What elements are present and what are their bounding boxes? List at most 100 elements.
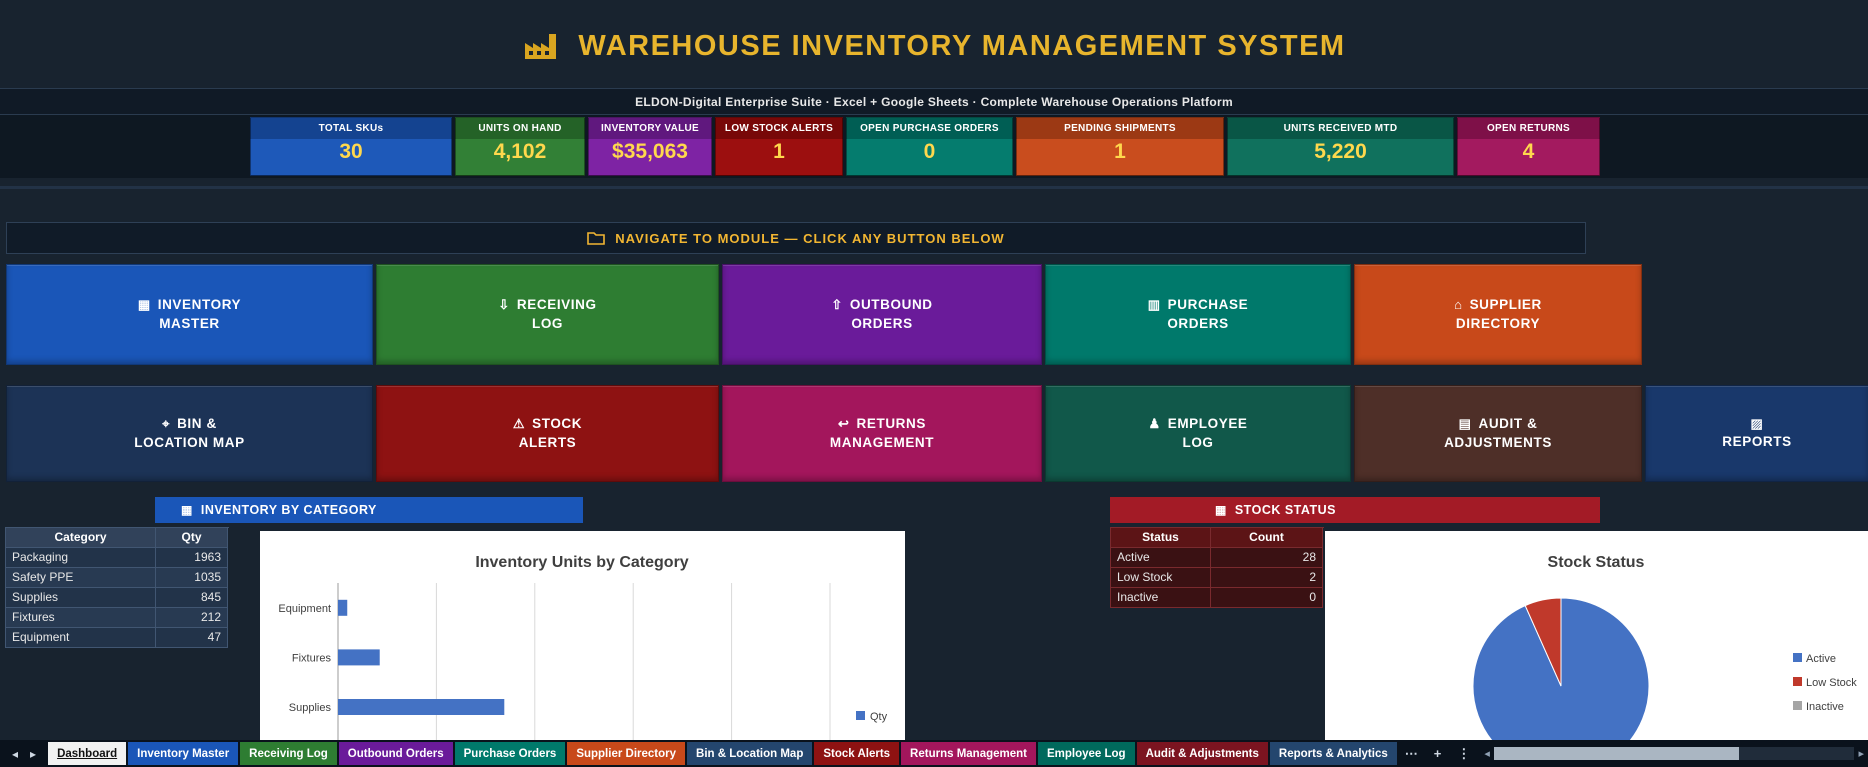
cell-label[interactable]: Safety PPE bbox=[6, 568, 156, 588]
column-header-qty[interactable]: Qty bbox=[156, 528, 228, 548]
sheet-tab-supplier-directory[interactable]: Supplier Directory bbox=[567, 742, 686, 765]
sheet-tab-outbound-orders[interactable]: Outbound Orders bbox=[338, 742, 453, 765]
svg-text:Low Stock: Low Stock bbox=[1806, 677, 1857, 689]
subtitle-bar: ELDON-Digital Enterprise Suite · Excel +… bbox=[0, 88, 1868, 115]
sheet-nav-right-icon[interactable]: ▸ bbox=[30, 746, 37, 761]
stock-alerts-icon: ⚠ bbox=[512, 415, 526, 431]
sheet-tab-purchase-orders[interactable]: Purchase Orders bbox=[454, 742, 566, 765]
sheet-tab-bin-location-map[interactable]: Bin & Location Map bbox=[687, 742, 813, 765]
module-label: OUTBOUND bbox=[849, 296, 933, 312]
module-button-reports[interactable]: ▨ REPORTS bbox=[1645, 385, 1868, 482]
tab-overflow-icon[interactable]: ⋯ bbox=[1404, 745, 1418, 761]
cell-label[interactable]: Low Stock bbox=[1111, 568, 1211, 588]
pie-chart-panel[interactable]: Stock Status Active Low Stock Inactive bbox=[1325, 531, 1868, 740]
table-header-row: Status Count bbox=[1111, 528, 1324, 548]
sheet-tab-employee-log[interactable]: Employee Log bbox=[1037, 742, 1135, 765]
svg-text:Active: Active bbox=[1806, 653, 1836, 665]
column-header-category[interactable]: Category bbox=[6, 528, 156, 548]
scrollbar-track[interactable] bbox=[1493, 747, 1855, 760]
module-button-returns-management[interactable]: ↩ RETURNS MANAGEMENT bbox=[722, 385, 1042, 482]
cell-value[interactable]: 1035 bbox=[156, 568, 228, 588]
inventory-by-category-title: INVENTORY BY CATEGORY bbox=[200, 503, 377, 517]
navigate-banner-label: NAVIGATE TO MODULE — CLICK ANY BUTTON BE… bbox=[615, 230, 1005, 246]
module-label: ALERTS bbox=[518, 434, 577, 450]
cell-value[interactable]: 47 bbox=[156, 628, 228, 648]
module-label: PURCHASE bbox=[1167, 296, 1249, 312]
cell-label[interactable]: Inactive bbox=[1111, 588, 1211, 608]
sheet-tab-audit-adjustments[interactable]: Audit & Adjustments bbox=[1136, 742, 1268, 765]
module-button-outbound-orders[interactable]: ⇧ OUTBOUND ORDERS bbox=[722, 264, 1042, 365]
kpi-row: TOTAL SKUs 30 UNITS ON HAND 4,102 INVENTORY … bbox=[250, 117, 1600, 176]
cell-label[interactable]: Equipment bbox=[6, 628, 156, 648]
cell-label[interactable]: Fixtures bbox=[6, 608, 156, 628]
sheet-tab-bar: ◂ ▸ Dashboard Inventory Master Receiving L… bbox=[0, 740, 1868, 767]
module-label: MASTER bbox=[159, 315, 220, 331]
sheet-nav-left-icon[interactable]: ◂ bbox=[12, 746, 19, 761]
scroll-right-icon[interactable]: ▸ bbox=[1858, 748, 1864, 760]
module-label: ORDERS bbox=[1167, 315, 1229, 331]
kpi-card-pending-shipments: PENDING SHIPMENTS 1 bbox=[1016, 117, 1224, 176]
module-button-receiving-log[interactable]: ⇩ RECEIVING LOG bbox=[376, 264, 719, 365]
column-header-count[interactable]: Count bbox=[1211, 528, 1323, 548]
purchase-orders-icon: ▥ bbox=[1147, 296, 1161, 312]
sheet-tab-inventory-master[interactable]: Inventory Master bbox=[128, 742, 239, 765]
table-row: Fixtures 212 bbox=[6, 608, 229, 628]
returns-management-icon: ↩ bbox=[838, 415, 850, 431]
module-button-bin-location-map[interactable]: ⌖ BIN & LOCATION MAP bbox=[6, 385, 373, 482]
cell-value[interactable]: 28 bbox=[1211, 548, 1323, 568]
add-sheet-button[interactable]: + bbox=[1433, 746, 1442, 761]
kpi-card-total-skus: TOTAL SKUs 30 bbox=[250, 117, 452, 176]
cell-value[interactable]: 845 bbox=[156, 588, 228, 608]
bar-chart-panel[interactable]: Inventory Units by CategoryPackagingSafe… bbox=[260, 531, 905, 740]
svg-text:Supplies: Supplies bbox=[289, 702, 332, 714]
tab-splitter-icon[interactable]: ⋮ bbox=[1457, 745, 1471, 761]
table-row: Equipment 47 bbox=[6, 628, 229, 648]
scrollbar-thumb[interactable] bbox=[1493, 747, 1740, 760]
reports-icon: ▨ bbox=[1750, 415, 1764, 431]
kpi-label: UNITS RECEIVED MTD bbox=[1283, 123, 1398, 134]
module-label: DIRECTORY bbox=[1455, 315, 1541, 331]
sheet-tab-stock-alerts[interactable]: Stock Alerts bbox=[814, 742, 900, 765]
receiving-log-icon: ⇩ bbox=[498, 296, 510, 312]
inventory-by-category-header: ▦ INVENTORY BY CATEGORY bbox=[155, 497, 583, 523]
cell-label[interactable]: Active bbox=[1111, 548, 1211, 568]
cell-label[interactable]: Supplies bbox=[6, 588, 156, 608]
table-row: Low Stock 2 bbox=[1111, 568, 1324, 588]
module-label: INVENTORY bbox=[157, 296, 242, 312]
module-button-stock-alerts[interactable]: ⚠ STOCK ALERTS bbox=[376, 385, 719, 482]
kpi-label: LOW STOCK ALERTS bbox=[724, 123, 834, 134]
modules-row-2: ⌖ BIN & LOCATION MAP ⚠ STOCK ALERTS ↩ RETURNS MA… bbox=[6, 385, 1868, 482]
divider bbox=[0, 186, 1868, 189]
module-button-audit-adjustments[interactable]: ▤ AUDIT & ADJUSTMENTS bbox=[1354, 385, 1642, 482]
sheet-tab-returns-management[interactable]: Returns Management bbox=[901, 742, 1036, 765]
scroll-left-icon[interactable]: ◂ bbox=[1484, 748, 1490, 760]
sheet-tab-dashboard[interactable]: Dashboard bbox=[48, 742, 127, 765]
module-button-purchase-orders[interactable]: ▥ PURCHASE ORDERS bbox=[1045, 264, 1351, 365]
stock-status-table: Status Count Active 28 Low Stock 2 Inactive 0 bbox=[1110, 527, 1324, 608]
module-button-inventory-master[interactable]: ▦ INVENTORY MASTER bbox=[6, 264, 373, 365]
sheet-tabs: Dashboard Inventory Master Receiving Log Ou… bbox=[48, 742, 1397, 765]
svg-text:Stock Status: Stock Status bbox=[1548, 554, 1645, 571]
kpi-value: 5,220 bbox=[1314, 140, 1367, 163]
app-header: WAREHOUSE INVENTORY MANAGEMENT SYSTEM bbox=[0, 14, 1868, 78]
column-header-status[interactable]: Status bbox=[1111, 528, 1211, 548]
folder-icon bbox=[587, 232, 606, 245]
cell-value[interactable]: 0 bbox=[1211, 588, 1323, 608]
stock-status-header: ▦ STOCK STATUS bbox=[1110, 497, 1600, 523]
module-button-supplier-directory[interactable]: ⌂ SUPPLIER DIRECTORY bbox=[1354, 264, 1642, 365]
cell-value[interactable]: 2 bbox=[1211, 568, 1323, 588]
kpi-value: 1 bbox=[1114, 140, 1126, 163]
svg-text:Qty: Qty bbox=[870, 711, 888, 723]
kpi-label: UNITS ON HAND bbox=[478, 123, 562, 134]
sheet-tab-reports-analytics[interactable]: Reports & Analytics bbox=[1269, 742, 1397, 765]
sheet-tab-receiving-log[interactable]: Receiving Log bbox=[240, 742, 337, 765]
module-label: ORDERS bbox=[851, 315, 913, 331]
module-label: RETURNS bbox=[856, 415, 926, 431]
table-row: Supplies 845 bbox=[6, 588, 229, 608]
module-button-employee-log[interactable]: ♟ EMPLOYEE LOG bbox=[1045, 385, 1351, 482]
horizontal-scrollbar[interactable]: ◂ ▸ bbox=[1484, 747, 1864, 760]
module-label: EMPLOYEE bbox=[1167, 415, 1248, 431]
cell-label[interactable]: Packaging bbox=[6, 548, 156, 568]
cell-value[interactable]: 212 bbox=[156, 608, 228, 628]
cell-value[interactable]: 1963 bbox=[156, 548, 228, 568]
